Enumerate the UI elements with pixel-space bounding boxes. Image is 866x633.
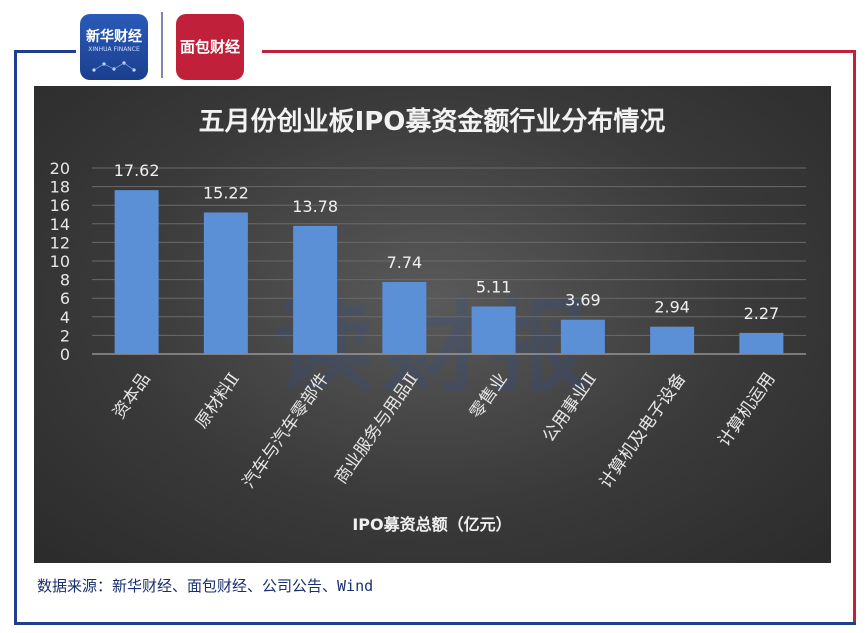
chart-title: 五月份创业板IPO募资金额行业分布情况 bbox=[199, 106, 666, 137]
bar bbox=[739, 332, 784, 354]
logo-text: 面包财经 bbox=[180, 38, 241, 56]
x-tick-label: 公用事业Ⅱ bbox=[539, 369, 601, 446]
xinhua-finance-logo: 新华财经 XINHUA FINANCE bbox=[80, 14, 148, 80]
y-tick-label: 16 bbox=[50, 196, 70, 215]
bar bbox=[293, 225, 338, 354]
y-tick-label: 0 bbox=[60, 345, 70, 364]
bar bbox=[114, 190, 159, 354]
x-tick-label: 原材料Ⅱ bbox=[192, 369, 244, 432]
bar bbox=[560, 319, 605, 354]
network-dots-icon bbox=[92, 61, 136, 72]
data-label: 5.11 bbox=[476, 277, 512, 296]
y-tick-label: 8 bbox=[60, 271, 70, 290]
y-tick-label: 20 bbox=[50, 159, 70, 178]
frame-line bbox=[14, 50, 17, 625]
x-tick-label: 汽车与汽车零部件 bbox=[239, 369, 333, 492]
chart-panel: 读财报 五月份创业板IPO募资金额行业分布情况 0 2 4 6 8 10 12 14 16 18 20… bbox=[34, 86, 831, 563]
data-label: 2.27 bbox=[744, 304, 780, 323]
logo-divider bbox=[161, 12, 163, 78]
source-note: 数据来源：新华财经、面包财经、公司公告、Wind bbox=[37, 577, 374, 595]
y-tick-label: 6 bbox=[60, 289, 70, 308]
x-tick-label: 零售业 bbox=[466, 369, 512, 422]
data-label: 15.22 bbox=[203, 183, 249, 202]
data-label: 2.94 bbox=[654, 298, 690, 317]
y-tick-label: 14 bbox=[50, 215, 70, 234]
frame-line bbox=[14, 622, 856, 625]
logo-text: 新华财经 bbox=[86, 29, 142, 45]
logo-subtext: XINHUA FINANCE bbox=[88, 46, 140, 53]
bar bbox=[203, 212, 248, 354]
y-tick-label: 12 bbox=[50, 233, 70, 252]
bar bbox=[382, 282, 427, 354]
frame-line bbox=[853, 50, 856, 625]
data-label: 13.78 bbox=[292, 197, 338, 216]
bar bbox=[650, 326, 695, 354]
bar bbox=[471, 306, 516, 354]
data-label: 17.62 bbox=[114, 161, 160, 180]
data-label: 7.74 bbox=[387, 253, 423, 272]
x-tick-label: 资本品 bbox=[109, 369, 155, 422]
y-tick-label: 10 bbox=[50, 252, 70, 271]
x-tick-label: 计算机运用 bbox=[714, 369, 779, 450]
mianbao-finance-logo: 面包财经 bbox=[176, 14, 244, 80]
data-label: 3.69 bbox=[565, 291, 601, 310]
x-tick-label: 计算机及电子设备 bbox=[596, 369, 690, 492]
y-tick-label: 18 bbox=[50, 178, 70, 197]
frame-line bbox=[14, 50, 76, 53]
x-tick-label: 商业服务与用品Ⅱ bbox=[331, 369, 422, 487]
frame-line bbox=[262, 50, 856, 53]
x-axis-title: IPO募资总额（亿元） bbox=[352, 515, 511, 534]
y-tick-label: 2 bbox=[60, 326, 70, 345]
y-tick-label: 4 bbox=[60, 308, 70, 327]
